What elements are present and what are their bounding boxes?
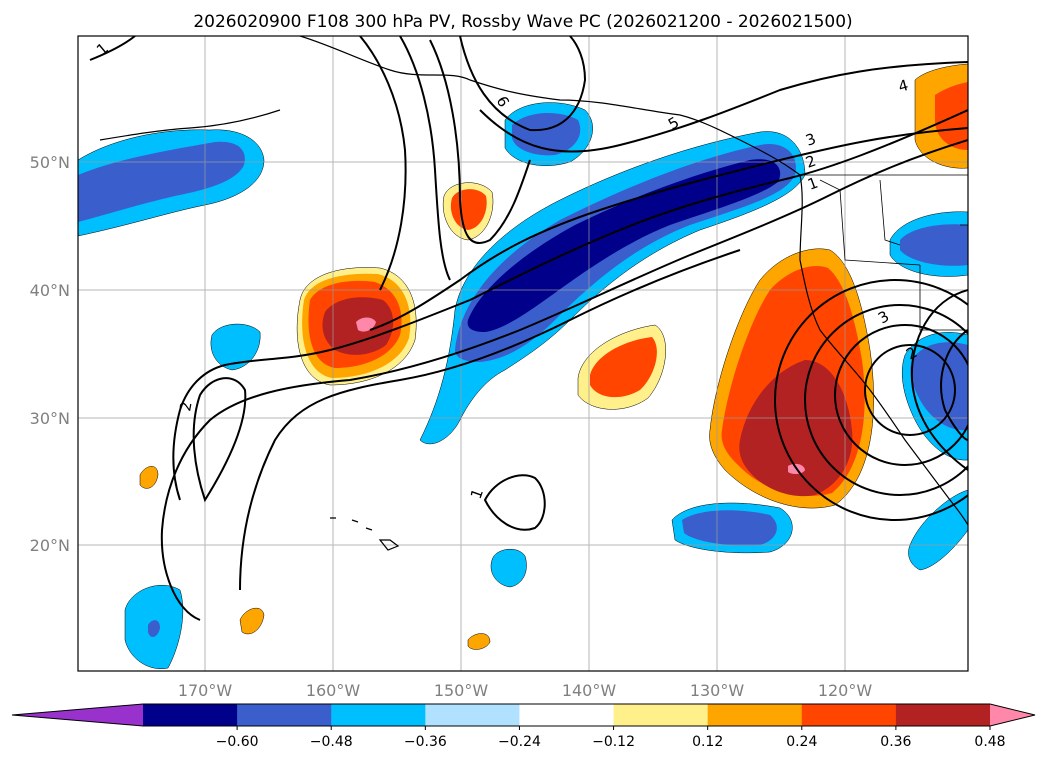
contour-line-2-loop <box>369 127 968 331</box>
colorbar-tick-label: −0.24 <box>498 734 541 750</box>
positive-anomaly-speck-1 <box>139 466 159 489</box>
aleutian-chain <box>99 109 281 141</box>
colorbar-outline <box>11 703 1036 727</box>
colorbar-swatch <box>895 704 991 726</box>
colorbar-swatch <box>801 704 897 726</box>
lon-label: 130°W <box>690 681 745 700</box>
colorbar-swatch <box>237 704 332 726</box>
negative-anomaly-southeast-core <box>910 342 968 431</box>
lon-label: 170°W <box>178 681 233 700</box>
lat-label: 40°N <box>30 281 70 300</box>
negative-anomaly-east-core <box>900 224 968 266</box>
rossby-contours <box>89 36 968 621</box>
negative-anomaly-far-southeast <box>908 489 968 571</box>
contour-line-north-loop-3 <box>429 39 531 245</box>
negative-anomaly-hawaii <box>490 549 527 588</box>
colorbar-tick-label: −0.60 <box>216 734 259 750</box>
contour-ring-3 <box>804 304 968 496</box>
lon-label: 160°W <box>306 681 361 700</box>
lat-label: 30°N <box>30 409 70 428</box>
colorbar-tick-label: 0.48 <box>974 734 1005 750</box>
lon-label: 120°W <box>818 681 873 700</box>
contour-line-b <box>160 139 968 621</box>
colorbar-swatch <box>707 704 803 726</box>
colorbar-tick-label: −0.48 <box>310 734 353 750</box>
colorbar-swatch <box>613 704 709 726</box>
colorbar-tick-label: −0.36 <box>404 734 447 750</box>
positive-anomaly-speck-2 <box>239 607 265 635</box>
contour-ring-2 <box>834 324 968 466</box>
contour-ring-1 <box>864 344 956 436</box>
colorbar-tick-label: 0.12 <box>692 734 723 750</box>
jet-negative-band-core <box>467 159 781 332</box>
colorbar-extend-low <box>12 704 143 726</box>
latitude-labels: 50°N 40°N 30°N 20°N <box>30 153 70 555</box>
contour-line-5 <box>479 61 968 153</box>
contour-line-c <box>239 249 741 591</box>
contour-line-north-loop-1 <box>359 36 407 291</box>
map-panel: 1 2 6 5 4 3 2 1 3 2 1 <box>78 36 968 671</box>
contour-line-inner-loop <box>192 377 247 503</box>
alaska-coast <box>299 36 801 176</box>
hawaii-islands <box>330 517 400 551</box>
colorbar: −0.60 −0.48 −0.36 −0.24 −0.12 0.12 0.24 0.36 0.4… <box>11 703 1036 750</box>
contour-label: 4 <box>896 76 910 96</box>
positive-anomaly-mid-core <box>590 337 657 398</box>
north-america-west-coast <box>799 174 968 526</box>
lat-label: 50°N <box>30 153 70 172</box>
political-borders <box>800 174 968 331</box>
positive-anomaly-speck-3 <box>467 633 491 650</box>
gridlines <box>78 36 968 671</box>
negative-anomaly-southwest-core <box>148 620 160 637</box>
coastlines <box>99 36 968 551</box>
colorbar-tick-label: 0.36 <box>880 734 911 750</box>
negative-anomaly-midwest-small <box>210 323 261 371</box>
contour-line-north-loop-2 <box>399 36 451 281</box>
lon-label: 150°W <box>434 681 489 700</box>
positive-anomaly-central-peak <box>356 317 376 332</box>
contour-line-a <box>172 109 968 501</box>
lat-label: 20°N <box>30 536 70 555</box>
colorbar-swatch <box>425 704 520 726</box>
contour-line-1-northwest <box>89 36 136 61</box>
contour-ring-4 <box>774 279 968 521</box>
longitude-labels: 170°W 160°W 150°W 140°W 130°W 120°W <box>178 681 873 700</box>
negative-anomaly-south-core <box>682 510 777 546</box>
lon-label: 140°W <box>562 681 617 700</box>
positive-anomaly-east-core <box>739 360 853 497</box>
colorbar-tick-label: 0.24 <box>786 734 817 750</box>
colorbar-swatch <box>519 704 615 726</box>
colorbar-swatch <box>143 704 238 726</box>
colorbar-swatch <box>331 704 426 726</box>
contour-label: 2 <box>176 400 195 413</box>
colorbar-extend-high <box>990 704 1035 726</box>
contour-line-east-inner <box>940 329 968 441</box>
contour-line-6 <box>459 36 587 132</box>
positive-anomaly-northeast-core <box>935 82 968 150</box>
figure-title: 2026020900 F108 300 hPa PV, Rossby Wave … <box>193 12 852 32</box>
map-frame <box>77 35 969 672</box>
contour-line-south-loop <box>483 474 546 531</box>
contour-line-east-inner-2 <box>910 289 968 471</box>
colorbar-tick-label: −0.12 <box>592 734 635 750</box>
